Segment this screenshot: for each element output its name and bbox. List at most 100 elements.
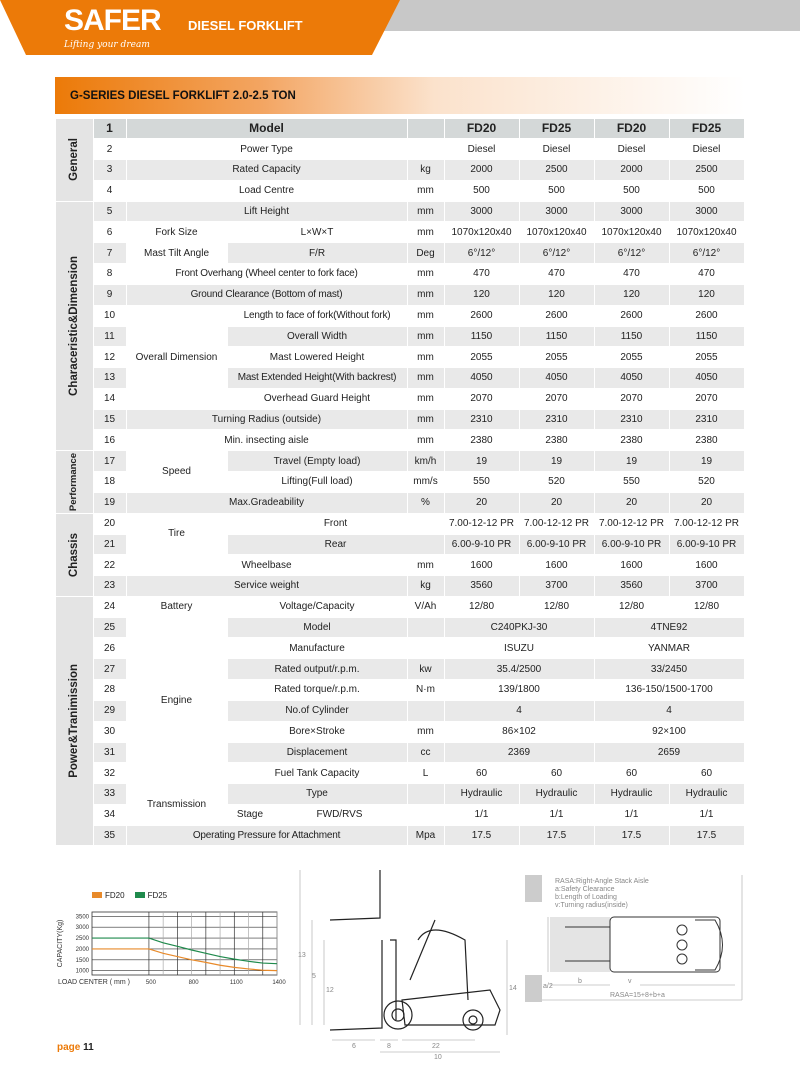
spec-value: 4050 bbox=[594, 368, 669, 388]
spec-value: 2600 bbox=[594, 305, 669, 326]
spec-label: No.of Cylinder bbox=[227, 700, 407, 721]
spec-value-text: 33/2450 bbox=[650, 663, 688, 675]
spec-label: Rated Capacity bbox=[126, 160, 407, 180]
unit-text: L bbox=[422, 767, 429, 779]
spec-value-text: 2600 bbox=[545, 310, 568, 322]
row-number: 5 bbox=[93, 201, 126, 222]
spec-value: 2310 bbox=[669, 409, 744, 430]
spec-value-text: 2500 bbox=[695, 164, 718, 176]
spec-value: 139/1800 bbox=[444, 680, 594, 700]
spec-value-text: 3000 bbox=[620, 206, 643, 218]
unit: km/h bbox=[407, 451, 444, 472]
spec-value: 2055 bbox=[594, 347, 669, 368]
sub-category: Overall Dimension bbox=[126, 305, 227, 409]
spec-label: Type bbox=[227, 784, 407, 804]
row-number-text: 27 bbox=[103, 663, 116, 675]
spec-value-text: 17.5 bbox=[471, 830, 492, 842]
spec-label-text: Front bbox=[323, 518, 348, 530]
spec-value: 12/80 bbox=[519, 596, 594, 617]
spec-value-text: 120 bbox=[473, 289, 490, 301]
sub-category: Engine bbox=[126, 617, 227, 784]
sub-category-text: Mast Tilt Angle bbox=[143, 247, 210, 259]
row-number: 1 bbox=[93, 118, 126, 139]
row-number-text: 3 bbox=[106, 164, 113, 176]
spec-value: 20 bbox=[444, 492, 519, 513]
spec-value-text: 2070 bbox=[695, 393, 718, 405]
spec-label-text: Ground Clearance (Bottom of mast) bbox=[190, 289, 343, 301]
spec-value-text: 2310 bbox=[695, 414, 718, 426]
spec-value: 19 bbox=[519, 451, 594, 472]
sub-category: Speed bbox=[126, 451, 227, 492]
spec-value-text: 6.00-9-10 PR bbox=[526, 538, 587, 550]
unit bbox=[407, 700, 444, 721]
spec-value: 60 bbox=[519, 763, 594, 784]
spec-value: 1600 bbox=[669, 555, 744, 576]
unit: mm bbox=[407, 284, 444, 305]
row-number-text: 1 bbox=[106, 120, 113, 135]
spec-label: Overall Width bbox=[227, 326, 407, 347]
row-number: 9 bbox=[93, 284, 126, 305]
sub-category-text: Speed bbox=[162, 466, 191, 478]
dim-22: 22 bbox=[432, 1043, 440, 1050]
spec-value-text: 2070 bbox=[545, 393, 568, 405]
row-number: 35 bbox=[93, 825, 126, 846]
row-number: 32 bbox=[93, 763, 126, 784]
row-number-text: 4 bbox=[106, 185, 113, 197]
spec-value-text: 139/1800 bbox=[498, 684, 540, 696]
row-number: 33 bbox=[93, 784, 126, 804]
brand-logo: SAFER bbox=[64, 4, 162, 37]
unit-text: km/h bbox=[414, 455, 437, 467]
side-view-drawing: 13 5 12 14 6 8 22 10 bbox=[298, 870, 517, 1060]
dim-6: 6 bbox=[352, 1043, 356, 1050]
spec-value: 12/80 bbox=[444, 596, 519, 617]
spec-value: 6°/12° bbox=[669, 243, 744, 264]
row-number-text: 8 bbox=[106, 268, 113, 280]
spec-value-text: 92×100 bbox=[652, 726, 686, 738]
row-number: 17 bbox=[93, 451, 126, 472]
spec-value: 1150 bbox=[444, 326, 519, 347]
spec-value-text: 1150 bbox=[470, 330, 493, 342]
spec-value: 12/80 bbox=[594, 596, 669, 617]
spec-label-text: Fuel Tank Capacity bbox=[274, 767, 360, 779]
dim-14: 14 bbox=[509, 985, 517, 992]
spec-label: Voltage/Capacity bbox=[227, 596, 407, 617]
row-number-text: 10 bbox=[103, 310, 116, 322]
spec-value-text: 4050 bbox=[695, 372, 718, 384]
spec-label-text: Operating Pressure for Attachment bbox=[192, 830, 341, 842]
spec-value-text: 6.00-9-10 PR bbox=[601, 538, 662, 550]
row-number: 25 bbox=[93, 617, 126, 638]
spec-label: Rated output/r.p.m. bbox=[227, 659, 407, 680]
spec-value: 3000 bbox=[669, 201, 744, 222]
spec-value-text: 1150 bbox=[695, 330, 718, 342]
spec-label-text: Overhead Guard Height bbox=[263, 393, 371, 405]
unit: mm bbox=[407, 368, 444, 388]
spec-value: 7.00-12-12 PR bbox=[519, 513, 594, 534]
spec-value: C240PKJ-30 bbox=[444, 617, 594, 638]
spec-value: ISUZU bbox=[444, 638, 594, 659]
stage-label: Stage bbox=[227, 804, 273, 825]
spec-value: 500 bbox=[444, 180, 519, 201]
spec-value-text: 3700 bbox=[695, 580, 718, 592]
spec-value-text: 19 bbox=[625, 455, 638, 467]
spec-label-text: Overall Width bbox=[286, 330, 347, 342]
spec-value: Diesel bbox=[594, 139, 669, 160]
spec-value-text: Diesel bbox=[617, 143, 646, 155]
row-number: 7 bbox=[93, 243, 126, 264]
dim-13: 13 bbox=[298, 952, 306, 959]
spec-value-text: 86×102 bbox=[502, 726, 536, 738]
unit: kw bbox=[407, 659, 444, 680]
spec-value-text: 2055 bbox=[620, 351, 643, 363]
spec-value-text: 19 bbox=[475, 455, 488, 467]
y-tick-label: 1000 bbox=[76, 969, 90, 975]
spec-value-text: 2380 bbox=[695, 434, 718, 446]
sub-category: Battery bbox=[126, 596, 227, 617]
unit: cc bbox=[407, 742, 444, 763]
label-b: b bbox=[578, 978, 582, 985]
spec-value: 2310 bbox=[519, 409, 594, 430]
spec-value: 500 bbox=[519, 180, 594, 201]
spec-value-text: 20 bbox=[550, 497, 563, 509]
spec-value-text: 1600 bbox=[695, 559, 718, 571]
spec-value-text: 17.5 bbox=[696, 830, 717, 842]
section-title: G-SERIES DIESEL FORKLIFT 2.0-2.5 TON bbox=[70, 90, 296, 102]
spec-value: 3000 bbox=[594, 201, 669, 222]
